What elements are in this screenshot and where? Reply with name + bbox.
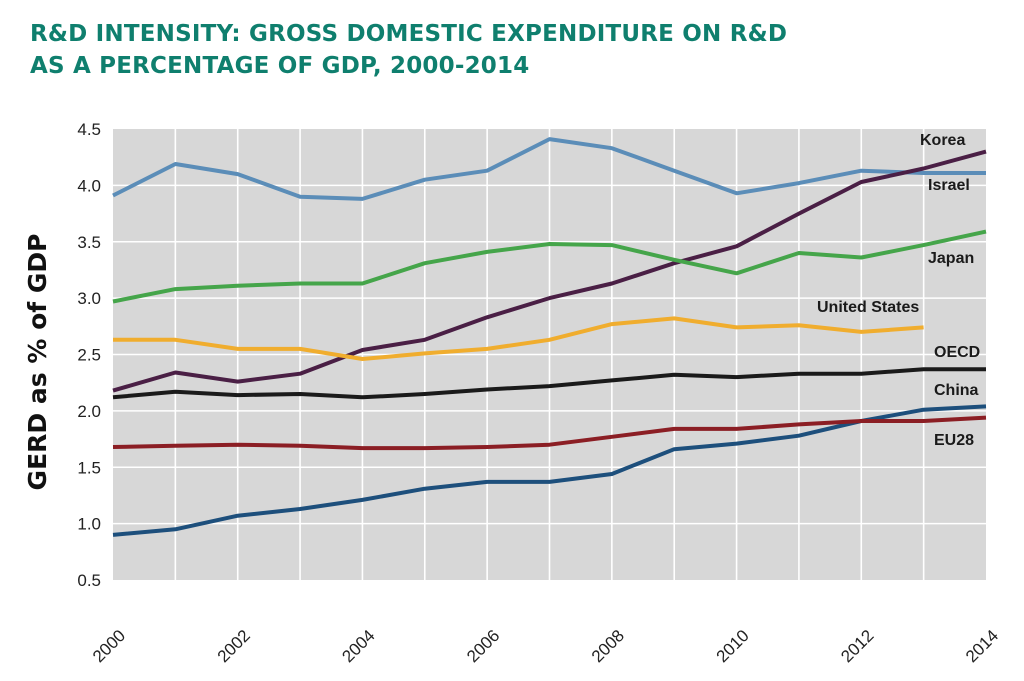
series-label-korea: Korea [920, 132, 965, 149]
series-line-china [112, 404, 987, 537]
series-label-israel: Israel [928, 177, 970, 194]
series-line-japan [112, 229, 987, 304]
chart-title-line-1: R&D INTENSITY: GROSS DOMESTIC EXPENDITUR… [30, 21, 788, 47]
series-line-eu28 [112, 415, 987, 451]
y-tick-label: 3.5 [77, 233, 101, 252]
series-labels: Israel Korea Japan United States OECD China EU… [817, 132, 980, 449]
series-lines [112, 137, 987, 537]
y-tick-label: 4.0 [77, 176, 101, 195]
x-tick-label: 2012 [837, 626, 877, 666]
x-tick-labels: 2000 2002 2004 2006 2008 2010 2012 2014 [89, 626, 1002, 666]
x-tick-label: 2004 [338, 626, 378, 666]
series-line-korea [112, 149, 987, 393]
x-tick-label: 2006 [463, 626, 503, 666]
y-tick-label: 1.5 [77, 458, 101, 477]
y-tick-label: 4.5 [77, 120, 101, 139]
series-label-eu28: EU28 [934, 432, 974, 449]
chart-title-line-2: AS A PERCENTAGE OF GDP, 2000-2014 [30, 53, 530, 79]
x-tick-label: 2008 [588, 626, 628, 666]
y-tick-labels: 0.5 1.0 1.5 2.0 2.5 3.0 3.5 4.0 4.5 [77, 120, 101, 590]
series-line-united-states [113, 316, 924, 361]
x-tick-label: 2010 [713, 626, 753, 666]
y-tick-label: 0.5 [77, 571, 101, 590]
y-tick-label: 2.5 [77, 346, 101, 365]
series-line-israel [112, 137, 986, 201]
x-tick-label: 2014 [962, 626, 1002, 666]
series-label-china: China [934, 382, 979, 399]
series-label-united-states: United States [817, 299, 919, 316]
y-axis-label: GERD as % of GDP [23, 234, 52, 491]
x-tick-label: 2002 [214, 626, 254, 666]
series-line-oecd [112, 367, 986, 400]
series-label-japan: Japan [928, 250, 974, 267]
y-tick-label: 2.0 [77, 402, 101, 421]
y-tick-label: 1.0 [77, 515, 101, 534]
series-label-oecd: OECD [934, 344, 980, 361]
y-tick-label: 3.0 [77, 289, 101, 308]
x-tick-label: 2000 [89, 626, 129, 666]
chart-title: R&D INTENSITY: GROSS DOMESTIC EXPENDITUR… [30, 18, 990, 82]
